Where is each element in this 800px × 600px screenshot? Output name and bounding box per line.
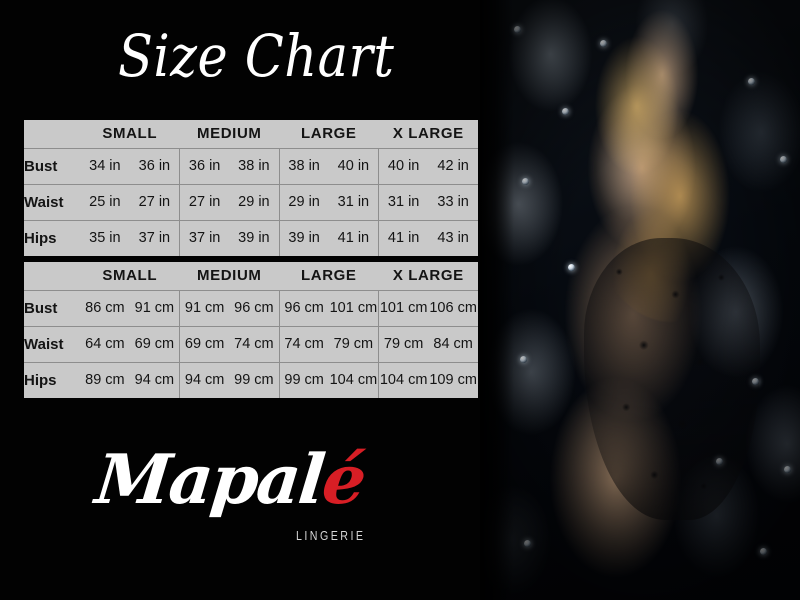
cell-bust-small-min: 34 in	[80, 148, 130, 184]
cell-hips-large-max: 41 in	[328, 219, 379, 256]
row-label-waist: Waist	[24, 183, 80, 220]
row-label-hips: Hips	[24, 219, 80, 256]
cell-waist-medium-min: 69 cm	[179, 325, 230, 362]
cell-waist-small-max: 27 in	[129, 183, 180, 220]
cell-bust-small-min: 86 cm	[80, 290, 130, 326]
table-row-waist: Waist 64 cm 69 cm 69 cm 74 cm 74 cm 79 c…	[24, 325, 479, 362]
table-corner-cell	[24, 262, 80, 291]
row-label-hips: Hips	[24, 361, 80, 398]
cell-waist-xlarge-min: 79 cm	[378, 325, 429, 362]
cell-waist-medium-min: 27 in	[179, 183, 230, 220]
table-row-bust: Bust 86 cm 91 cm 91 cm 96 cm 96 cm 101 c…	[24, 290, 479, 326]
cell-waist-large-max: 79 cm	[328, 325, 379, 362]
row-label-waist: Waist	[24, 325, 80, 362]
size-header-large: LARGE	[279, 262, 379, 291]
size-header-small: SMALL	[80, 262, 180, 291]
brand-logo: Mapalé LINGERIE	[92, 440, 396, 560]
cell-waist-small-min: 64 cm	[80, 325, 130, 362]
size-table-inches: SMALL MEDIUM LARGE X LARGE Bust 34 in 36…	[24, 120, 479, 256]
table-row-bust: Bust 34 in 36 in 36 in 38 in 38 in 40 in…	[24, 148, 479, 184]
cell-bust-medium-max: 38 in	[229, 148, 280, 184]
table-row-hips: Hips 89 cm 94 cm 94 cm 99 cm 99 cm 104 c…	[24, 361, 479, 398]
table-header-row: SMALL MEDIUM LARGE X LARGE	[24, 120, 479, 149]
cell-hips-xlarge-max: 109 cm	[428, 361, 479, 398]
cell-waist-small-min: 25 in	[80, 183, 130, 220]
cell-hips-small-max: 94 cm	[129, 361, 180, 398]
cell-waist-medium-max: 74 cm	[229, 325, 280, 362]
cell-bust-xlarge-max: 42 in	[428, 148, 479, 184]
cell-bust-medium-min: 36 in	[179, 148, 230, 184]
cell-hips-xlarge-min: 104 cm	[378, 361, 429, 398]
cell-hips-large-max: 104 cm	[328, 361, 379, 398]
photo-left-fade	[480, 0, 514, 600]
cell-bust-large-min: 96 cm	[278, 290, 329, 326]
size-header-large: LARGE	[279, 120, 379, 149]
cell-bust-small-max: 36 in	[129, 148, 180, 184]
cell-waist-large-max: 31 in	[328, 183, 379, 220]
model-photo	[480, 0, 800, 600]
size-header-xlarge: X LARGE	[378, 120, 479, 149]
photo-vignette	[480, 0, 800, 600]
cell-hips-large-min: 99 cm	[278, 361, 329, 398]
size-header-small: SMALL	[80, 120, 180, 149]
cell-hips-small-max: 37 in	[129, 219, 180, 256]
cell-hips-xlarge-max: 43 in	[428, 219, 479, 256]
brand-name-accent: é	[318, 440, 369, 520]
size-header-xlarge: X LARGE	[378, 262, 479, 291]
cell-bust-large-max: 101 cm	[328, 290, 379, 326]
brand-name: Mapalé	[92, 440, 368, 520]
cell-hips-medium-max: 99 cm	[229, 361, 280, 398]
page-title: Size Chart	[118, 22, 395, 90]
cell-waist-large-min: 74 cm	[278, 325, 329, 362]
cell-hips-large-min: 39 in	[278, 219, 329, 256]
cell-waist-large-min: 29 in	[278, 183, 329, 220]
cell-bust-large-max: 40 in	[328, 148, 379, 184]
cell-waist-xlarge-max: 33 in	[428, 183, 479, 220]
cell-hips-medium-max: 39 in	[229, 219, 280, 256]
brand-subtitle: LINGERIE	[296, 528, 366, 543]
table-row-hips: Hips 35 in 37 in 37 in 39 in 39 in 41 in…	[24, 219, 479, 256]
table-corner-cell	[24, 120, 80, 149]
cell-hips-small-min: 89 cm	[80, 361, 130, 398]
row-label-bust: Bust	[24, 148, 80, 184]
size-table-centimeters: SMALL MEDIUM LARGE X LARGE Bust 86 cm 91…	[24, 262, 479, 398]
cell-waist-xlarge-min: 31 in	[378, 183, 429, 220]
cell-hips-small-min: 35 in	[80, 219, 130, 256]
brand-name-main: Mapal	[91, 440, 327, 520]
table-row-waist: Waist 25 in 27 in 27 in 29 in 29 in 31 i…	[24, 183, 479, 220]
cell-bust-small-max: 91 cm	[129, 290, 180, 326]
cell-bust-medium-min: 91 cm	[179, 290, 230, 326]
cell-hips-medium-min: 94 cm	[179, 361, 230, 398]
cell-waist-small-max: 69 cm	[129, 325, 180, 362]
cell-hips-xlarge-min: 41 in	[378, 219, 429, 256]
table-header-row: SMALL MEDIUM LARGE X LARGE	[24, 262, 479, 291]
row-label-bust: Bust	[24, 290, 80, 326]
size-header-medium: MEDIUM	[179, 120, 280, 149]
cell-bust-medium-max: 96 cm	[229, 290, 280, 326]
cell-bust-xlarge-min: 40 in	[378, 148, 429, 184]
cell-bust-large-min: 38 in	[278, 148, 329, 184]
cell-bust-xlarge-max: 106 cm	[428, 290, 479, 326]
cell-bust-xlarge-min: 101 cm	[378, 290, 429, 326]
cell-hips-medium-min: 37 in	[179, 219, 230, 256]
cell-waist-xlarge-max: 84 cm	[428, 325, 479, 362]
size-header-medium: MEDIUM	[179, 262, 280, 291]
cell-waist-medium-max: 29 in	[229, 183, 280, 220]
